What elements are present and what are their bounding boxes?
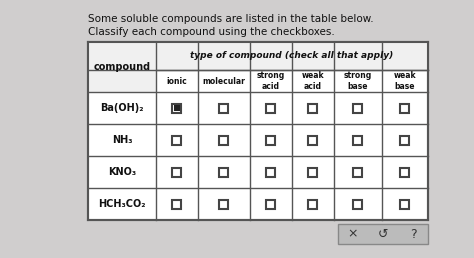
Text: strong
acid: strong acid: [257, 71, 285, 91]
Bar: [219, 199, 228, 208]
Bar: [309, 199, 318, 208]
Text: ?: ?: [410, 228, 416, 240]
Bar: [173, 103, 182, 112]
Bar: [219, 103, 228, 112]
Text: Ba(OH)₂: Ba(OH)₂: [100, 103, 144, 113]
Text: ionic: ionic: [167, 77, 187, 85]
Bar: [174, 105, 180, 111]
Text: weak
base: weak base: [394, 71, 416, 91]
Text: ×: ×: [348, 228, 358, 240]
Bar: [219, 167, 228, 176]
Bar: [354, 103, 363, 112]
Bar: [354, 135, 363, 144]
Bar: [173, 199, 182, 208]
Bar: [219, 135, 228, 144]
Text: ↺: ↺: [378, 228, 388, 240]
Bar: [354, 167, 363, 176]
Bar: [88, 42, 156, 92]
Text: type of compound (check all that apply): type of compound (check all that apply): [191, 52, 393, 60]
Bar: [266, 167, 275, 176]
Bar: [156, 42, 428, 70]
Bar: [338, 224, 428, 244]
Bar: [401, 199, 410, 208]
Bar: [266, 135, 275, 144]
Bar: [309, 167, 318, 176]
Text: Some soluble compounds are listed in the table below.: Some soluble compounds are listed in the…: [88, 14, 374, 24]
Bar: [266, 199, 275, 208]
Bar: [309, 135, 318, 144]
Bar: [309, 103, 318, 112]
Bar: [401, 135, 410, 144]
Text: HCH₃CO₂: HCH₃CO₂: [98, 199, 146, 209]
Text: molecular: molecular: [202, 77, 246, 85]
Bar: [173, 167, 182, 176]
Bar: [401, 103, 410, 112]
Text: NH₃: NH₃: [112, 135, 132, 145]
Bar: [266, 103, 275, 112]
Text: KNO₃: KNO₃: [108, 167, 136, 177]
Text: weak
acid: weak acid: [301, 71, 324, 91]
Bar: [401, 167, 410, 176]
Bar: [354, 199, 363, 208]
Text: strong
base: strong base: [344, 71, 372, 91]
Text: compound: compound: [93, 62, 151, 72]
Bar: [88, 42, 428, 220]
Bar: [173, 135, 182, 144]
Text: Classify each compound using the checkboxes.: Classify each compound using the checkbo…: [88, 27, 335, 37]
